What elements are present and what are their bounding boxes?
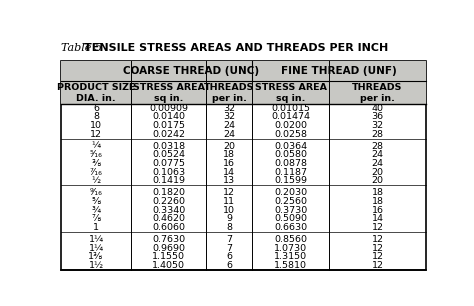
Text: Table 5: Table 5 — [61, 43, 109, 53]
Text: 1¼: 1¼ — [89, 235, 103, 244]
Text: 0.0258: 0.0258 — [274, 130, 307, 139]
Text: 1⅜: 1⅜ — [88, 252, 104, 261]
Text: 28: 28 — [372, 142, 383, 151]
Text: 16: 16 — [372, 206, 383, 215]
Text: 1.1550: 1.1550 — [152, 252, 185, 261]
Text: 7: 7 — [226, 235, 232, 244]
Text: 0.0775: 0.0775 — [152, 159, 185, 168]
Text: COARSE THREAD (UNC): COARSE THREAD (UNC) — [123, 66, 260, 76]
Text: 0.0242: 0.0242 — [152, 130, 185, 139]
Text: 0.0524: 0.0524 — [152, 151, 185, 159]
Text: 0.8560: 0.8560 — [274, 235, 307, 244]
Text: 0.7630: 0.7630 — [152, 235, 185, 244]
Text: ¾: ¾ — [91, 206, 100, 215]
Text: 1¼: 1¼ — [89, 244, 103, 253]
Text: 0.2030: 0.2030 — [274, 188, 307, 197]
Text: 10: 10 — [223, 206, 235, 215]
Text: 20: 20 — [372, 168, 383, 177]
Text: 0.1419: 0.1419 — [152, 177, 185, 185]
Text: 0.0140: 0.0140 — [152, 112, 185, 121]
Text: 11: 11 — [223, 197, 235, 206]
Text: 12: 12 — [372, 244, 383, 253]
Text: 14: 14 — [372, 215, 383, 223]
Text: 8: 8 — [226, 223, 232, 232]
Text: PRODUCT SIZE
DIA. in.: PRODUCT SIZE DIA. in. — [57, 83, 135, 103]
Text: 12: 12 — [372, 252, 383, 261]
Text: 0.3340: 0.3340 — [152, 206, 185, 215]
Text: 10: 10 — [90, 121, 102, 130]
Text: ⅝: ⅝ — [91, 197, 100, 206]
Text: 0.0580: 0.0580 — [274, 151, 307, 159]
Text: 0.00909: 0.00909 — [149, 104, 188, 113]
Text: 0.5090: 0.5090 — [274, 215, 307, 223]
Text: 18: 18 — [372, 197, 383, 206]
Text: STRESS AREA
sq in.: STRESS AREA sq in. — [255, 83, 327, 103]
Text: 0.01474: 0.01474 — [271, 112, 310, 121]
Text: 24: 24 — [223, 130, 235, 139]
Text: STRESS AREA
sq in.: STRESS AREA sq in. — [133, 83, 205, 103]
Text: 0.0200: 0.0200 — [274, 121, 307, 130]
Text: 18: 18 — [372, 188, 383, 197]
Text: 7: 7 — [226, 244, 232, 253]
Text: 24: 24 — [372, 151, 383, 159]
Text: 20: 20 — [223, 142, 235, 151]
Text: 0.6060: 0.6060 — [152, 223, 185, 232]
Text: 0.1187: 0.1187 — [274, 168, 307, 177]
Text: FINE THREAD (UNF): FINE THREAD (UNF) — [281, 66, 397, 76]
Text: 12: 12 — [372, 223, 383, 232]
Text: 12: 12 — [372, 235, 383, 244]
Text: 0.4620: 0.4620 — [152, 215, 185, 223]
Text: 0.3730: 0.3730 — [274, 206, 307, 215]
Text: 6: 6 — [226, 252, 232, 261]
Text: 0.1820: 0.1820 — [152, 188, 185, 197]
Text: 40: 40 — [372, 104, 383, 113]
Text: 28: 28 — [372, 130, 383, 139]
Text: 0.9690: 0.9690 — [152, 244, 185, 253]
Text: 0.0175: 0.0175 — [152, 121, 185, 130]
Text: ¼: ¼ — [91, 142, 100, 151]
Text: ⅞: ⅞ — [91, 215, 100, 223]
Text: 0.0364: 0.0364 — [274, 142, 307, 151]
Text: TENSILE STRESS AREAS AND THREADS PER INCH: TENSILE STRESS AREAS AND THREADS PER INC… — [84, 43, 389, 53]
Text: THREADS
per in.: THREADS per in. — [352, 83, 403, 103]
Text: 0.01015: 0.01015 — [271, 104, 310, 113]
Text: 0.0878: 0.0878 — [274, 159, 307, 168]
Text: 0.2560: 0.2560 — [274, 197, 307, 206]
Text: 0.0318: 0.0318 — [152, 142, 185, 151]
Text: 36: 36 — [372, 112, 383, 121]
Text: 32: 32 — [372, 121, 383, 130]
Text: 6: 6 — [226, 261, 232, 270]
Text: ⁹⁄₁₆: ⁹⁄₁₆ — [90, 188, 102, 197]
Text: 13: 13 — [223, 177, 235, 185]
Text: 9: 9 — [226, 215, 232, 223]
Text: 0.1599: 0.1599 — [274, 177, 307, 185]
Text: 16: 16 — [223, 159, 235, 168]
Text: 24: 24 — [372, 159, 383, 168]
Text: 0.2260: 0.2260 — [152, 197, 185, 206]
Text: 1.0730: 1.0730 — [274, 244, 307, 253]
Text: THREADS
per in.: THREADS per in. — [204, 83, 255, 103]
Text: 12: 12 — [90, 130, 102, 139]
Text: 32: 32 — [223, 104, 235, 113]
Text: 8: 8 — [93, 112, 99, 121]
Text: 12: 12 — [223, 188, 235, 197]
Text: 18: 18 — [223, 151, 235, 159]
Text: 24: 24 — [223, 121, 235, 130]
Text: 1.5810: 1.5810 — [274, 261, 307, 270]
Text: ½: ½ — [91, 177, 100, 185]
Text: 20: 20 — [372, 177, 383, 185]
Text: 1½: 1½ — [89, 261, 103, 270]
Text: 32: 32 — [223, 112, 235, 121]
Text: 1.4050: 1.4050 — [152, 261, 185, 270]
Text: 0.1063: 0.1063 — [152, 168, 185, 177]
Text: ⅜: ⅜ — [91, 159, 100, 168]
Text: ⁷⁄₁₆: ⁷⁄₁₆ — [90, 168, 102, 177]
Text: 6: 6 — [93, 104, 99, 113]
Text: 0.6630: 0.6630 — [274, 223, 307, 232]
Text: 12: 12 — [372, 261, 383, 270]
Text: ⁵⁄₁₆: ⁵⁄₁₆ — [90, 151, 102, 159]
Text: 14: 14 — [223, 168, 235, 177]
Text: 1: 1 — [93, 223, 99, 232]
Text: 1.3150: 1.3150 — [274, 252, 307, 261]
